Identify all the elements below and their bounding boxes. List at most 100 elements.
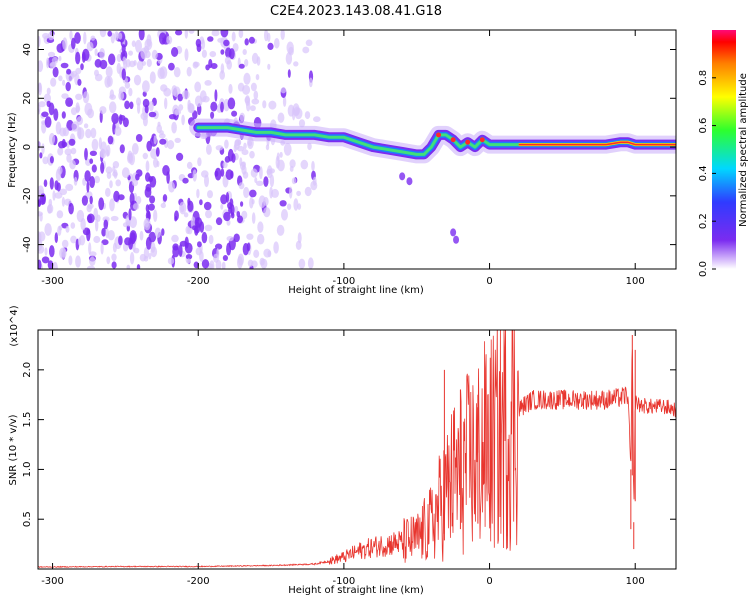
noise-speckle	[240, 161, 246, 171]
noise-speckle	[160, 202, 166, 209]
noise-speckle	[231, 110, 238, 117]
noise-speckle	[87, 203, 94, 210]
noise-speckle	[138, 30, 145, 41]
noise-speckle	[100, 161, 105, 174]
noise-speckle	[56, 210, 64, 219]
noise-speckle	[203, 201, 212, 211]
noise-speckle	[174, 137, 181, 143]
noise-speckle	[42, 156, 49, 165]
noise-speckle	[249, 105, 256, 112]
noise-speckle	[297, 232, 302, 244]
noise-speckle	[116, 62, 122, 74]
noise-speckle	[210, 63, 218, 69]
noise-speckle	[59, 188, 68, 195]
noise-speckle	[296, 190, 301, 197]
noise-speckle	[192, 169, 197, 182]
snr-y-multiplier: (x10^4)	[9, 305, 20, 346]
noise-speckle	[135, 39, 142, 53]
noise-speckle	[160, 84, 168, 92]
noise-speckle	[260, 258, 268, 269]
noise-speckle	[124, 100, 130, 110]
noise-speckle	[246, 242, 251, 252]
noise-speckle	[149, 195, 156, 204]
noise-speckle	[89, 158, 94, 164]
noise-speckle	[173, 67, 181, 78]
noise-speckle	[68, 202, 74, 215]
noise-speckle	[68, 255, 73, 266]
noise-speckle	[168, 114, 177, 120]
noise-speckle	[90, 35, 96, 41]
noise-speckle	[282, 96, 287, 107]
noise-speckle	[194, 217, 203, 228]
noise-speckle	[194, 81, 202, 93]
x-tick-label: -200	[187, 576, 210, 587]
noise-speckle	[187, 200, 194, 212]
noise-speckle	[201, 259, 210, 269]
noise-speckle	[242, 49, 247, 55]
noise-speckle	[52, 190, 56, 201]
noise-speckle	[204, 80, 212, 86]
noise-speckle	[201, 231, 208, 244]
noise-speckle	[182, 177, 189, 184]
noise-speckle	[106, 171, 112, 179]
noise-speckle	[86, 180, 90, 193]
noise-speckle	[176, 152, 184, 161]
noise-speckle	[287, 69, 291, 78]
snr-y-axis-label: SNR (10 * v/v)	[8, 414, 19, 485]
snr-x-axis-label: Height of straight line (km)	[288, 585, 424, 596]
ridge-hotspot	[436, 132, 442, 138]
noise-speckle	[164, 97, 168, 110]
noise-speckle	[231, 153, 236, 163]
noise-speckle	[38, 82, 42, 93]
noise-speckle	[206, 144, 212, 155]
noise-speckle	[273, 241, 279, 254]
noise-speckle	[73, 176, 78, 186]
noise-speckle	[79, 235, 86, 246]
noise-speckle	[106, 256, 111, 265]
noise-speckle	[109, 101, 117, 114]
noise-speckle	[172, 245, 180, 258]
noise-speckle	[226, 236, 234, 242]
noise-speckle	[157, 121, 161, 127]
stray-blob	[399, 172, 406, 181]
noise-speckle	[62, 79, 66, 86]
noise-speckle	[83, 31, 87, 45]
noise-speckle	[241, 210, 248, 220]
noise-speckle	[46, 87, 51, 95]
noise-speckle	[71, 37, 76, 50]
noise-speckle	[307, 257, 314, 269]
noise-speckle	[222, 161, 228, 168]
noise-speckle	[86, 41, 94, 52]
noise-speckle	[94, 48, 98, 56]
noise-speckle	[228, 83, 233, 94]
noise-speckle	[99, 48, 105, 59]
noise-speckle	[154, 227, 162, 238]
noise-speckle	[238, 30, 244, 39]
noise-speckle	[71, 121, 80, 132]
noise-speckle	[129, 192, 135, 206]
noise-speckle	[49, 245, 55, 258]
noise-speckle	[131, 143, 139, 155]
noise-speckle	[267, 42, 274, 51]
noise-speckle	[148, 252, 152, 260]
noise-speckle	[243, 72, 251, 85]
snr-line	[38, 330, 676, 569]
noise-speckle	[109, 94, 116, 100]
noise-speckle	[75, 105, 81, 113]
noise-speckle	[53, 108, 59, 121]
noise-speckle	[61, 111, 66, 119]
noise-speckle	[49, 156, 54, 164]
noise-speckle	[225, 192, 230, 203]
ridge-peak	[518, 141, 676, 146]
y-tick-label: -40	[22, 236, 33, 252]
noise-speckle	[87, 265, 95, 269]
noise-speckle	[121, 68, 127, 81]
noise-speckle	[208, 234, 214, 245]
noise-speckle	[126, 264, 131, 269]
noise-speckle	[205, 64, 210, 71]
noise-speckle	[276, 224, 285, 236]
noise-speckle	[149, 71, 156, 84]
noise-speckle	[46, 57, 50, 69]
stray-blob	[450, 228, 457, 237]
